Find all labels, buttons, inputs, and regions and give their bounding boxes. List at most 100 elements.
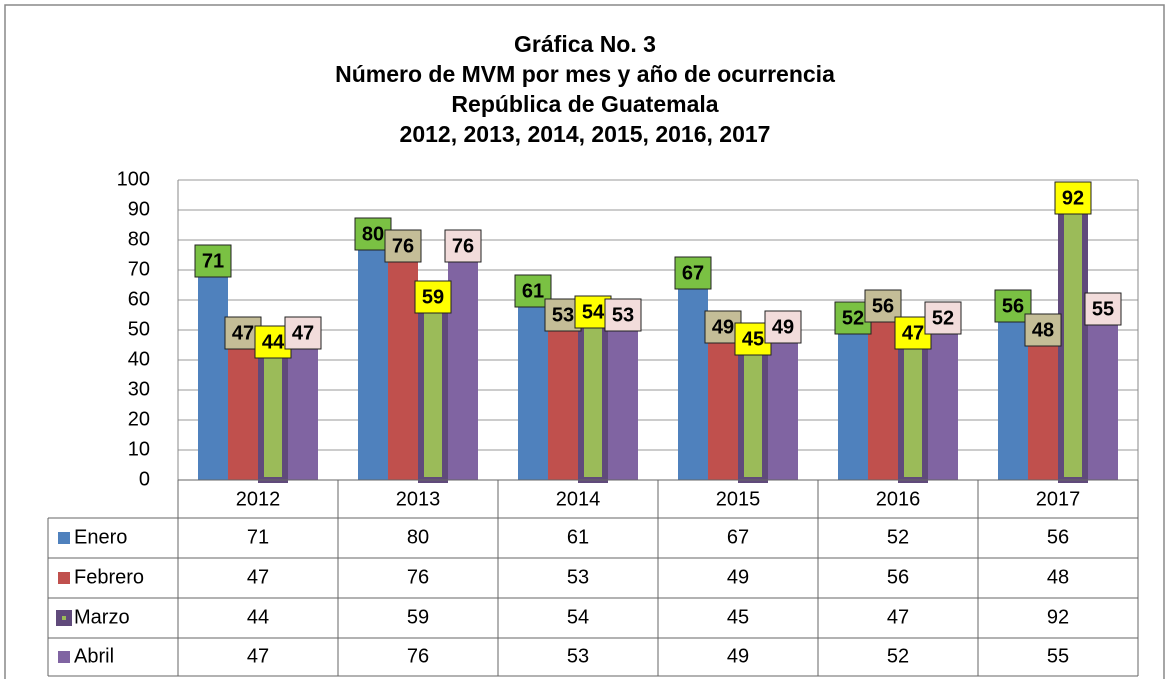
y-tick-label: 20 [128, 408, 150, 430]
bar [708, 333, 738, 480]
data-label: 67 [682, 262, 704, 284]
data-label-box [924, 301, 962, 335]
data-label: 49 [712, 316, 734, 338]
legend-label: Abril [74, 645, 114, 667]
table-cell: 48 [1047, 566, 1069, 588]
data-label: 47 [292, 322, 314, 344]
data-label: 56 [1002, 295, 1024, 317]
x-tick-label: 2013 [396, 488, 441, 510]
bar [898, 339, 928, 483]
data-label: 45 [742, 328, 764, 350]
data-label: 55 [1092, 298, 1114, 320]
y-tick-label: 0 [139, 468, 150, 490]
table-cell: 47 [247, 566, 269, 588]
data-label: 47 [902, 322, 924, 344]
y-tick-label: 50 [128, 318, 150, 340]
data-label: 44 [262, 331, 285, 353]
table-cell: 53 [567, 566, 589, 588]
bar [288, 339, 318, 480]
data-label-box [764, 310, 802, 344]
x-tick-label: 2015 [716, 488, 761, 510]
legend-label: Enero [74, 526, 127, 548]
table-cell: 47 [887, 606, 909, 628]
data-label: 71 [202, 250, 224, 272]
y-tick-label: 30 [128, 378, 150, 400]
x-tick-label: 2016 [876, 488, 921, 510]
data-label-box [194, 244, 232, 278]
x-tick-label: 2012 [236, 488, 281, 510]
y-tick-label: 90 [128, 198, 150, 220]
bar [1088, 315, 1118, 480]
legend-marker [58, 651, 70, 663]
data-label-box [444, 229, 482, 263]
chart-title: Gráfica No. 3 [514, 31, 656, 57]
legend-marker [62, 616, 66, 620]
bar [448, 252, 478, 480]
data-label: 59 [422, 286, 444, 308]
bar [198, 267, 228, 480]
bar [928, 324, 958, 480]
bar [358, 240, 388, 480]
chart-title: República de Guatemala [451, 91, 718, 117]
data-label: 52 [932, 307, 954, 329]
data-label: 48 [1032, 319, 1054, 341]
legend-label: Marzo [74, 606, 130, 628]
data-label: 56 [872, 295, 894, 317]
bar [608, 321, 638, 480]
table-cell: 92 [1047, 606, 1069, 628]
table-cell: 56 [1047, 526, 1069, 548]
data-label: 61 [522, 280, 544, 302]
data-label: 49 [772, 316, 794, 338]
bar [388, 252, 418, 480]
bar [678, 279, 708, 480]
data-label-box [674, 256, 712, 290]
table-cell: 47 [247, 645, 269, 667]
data-label: 53 [552, 304, 574, 326]
y-tick-label: 100 [117, 168, 150, 190]
y-tick-label: 10 [128, 438, 150, 460]
table-cell: 67 [727, 526, 749, 548]
bar [578, 318, 608, 483]
y-tick-label: 80 [128, 228, 150, 250]
chart-title: Número de MVM por mes y año de ocurrenci… [335, 61, 835, 87]
data-label: 92 [1062, 187, 1084, 209]
y-tick-label: 60 [128, 288, 150, 310]
table-cell: 76 [407, 566, 429, 588]
legend-marker [58, 572, 70, 584]
bar [548, 321, 578, 480]
bar [838, 324, 868, 480]
table-cell: 61 [567, 526, 589, 548]
table-cell: 71 [247, 526, 269, 548]
data-label-box [1054, 181, 1092, 215]
bar [738, 345, 768, 483]
table-cell: 76 [407, 645, 429, 667]
bar [1058, 204, 1088, 483]
data-label-box [384, 229, 422, 263]
bar [418, 303, 448, 483]
bar [258, 348, 288, 483]
data-label: 76 [392, 235, 414, 257]
bar [228, 339, 258, 480]
data-label-box [1084, 292, 1122, 326]
x-tick-label: 2017 [1036, 488, 1081, 510]
bar [768, 333, 798, 480]
table-cell: 53 [567, 645, 589, 667]
data-label: 80 [362, 223, 384, 245]
bar [1028, 336, 1058, 480]
table-cell: 80 [407, 526, 429, 548]
table-cell: 49 [727, 566, 749, 588]
table-cell: 52 [887, 526, 909, 548]
bar [518, 297, 548, 480]
table-cell: 44 [247, 606, 269, 628]
table-cell: 45 [727, 606, 749, 628]
x-tick-label: 2014 [556, 488, 601, 510]
data-label: 53 [612, 304, 634, 326]
data-label: 47 [232, 322, 254, 344]
y-tick-label: 40 [128, 348, 150, 370]
legend-label: Febrero [74, 566, 144, 588]
legend-marker [58, 532, 70, 544]
bar [998, 312, 1028, 480]
table-cell: 59 [407, 606, 429, 628]
data-label-box [284, 316, 322, 350]
